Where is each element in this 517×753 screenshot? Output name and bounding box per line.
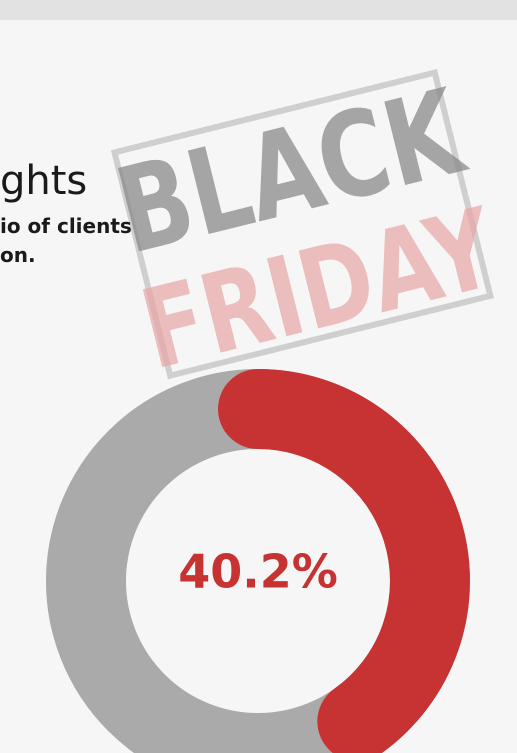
donut-chart: 40.2% xyxy=(0,0,517,753)
page: BLACK FRIDAY ghts io of clients on. 40.2… xyxy=(0,0,517,753)
donut-label: 40.2% xyxy=(178,545,338,599)
